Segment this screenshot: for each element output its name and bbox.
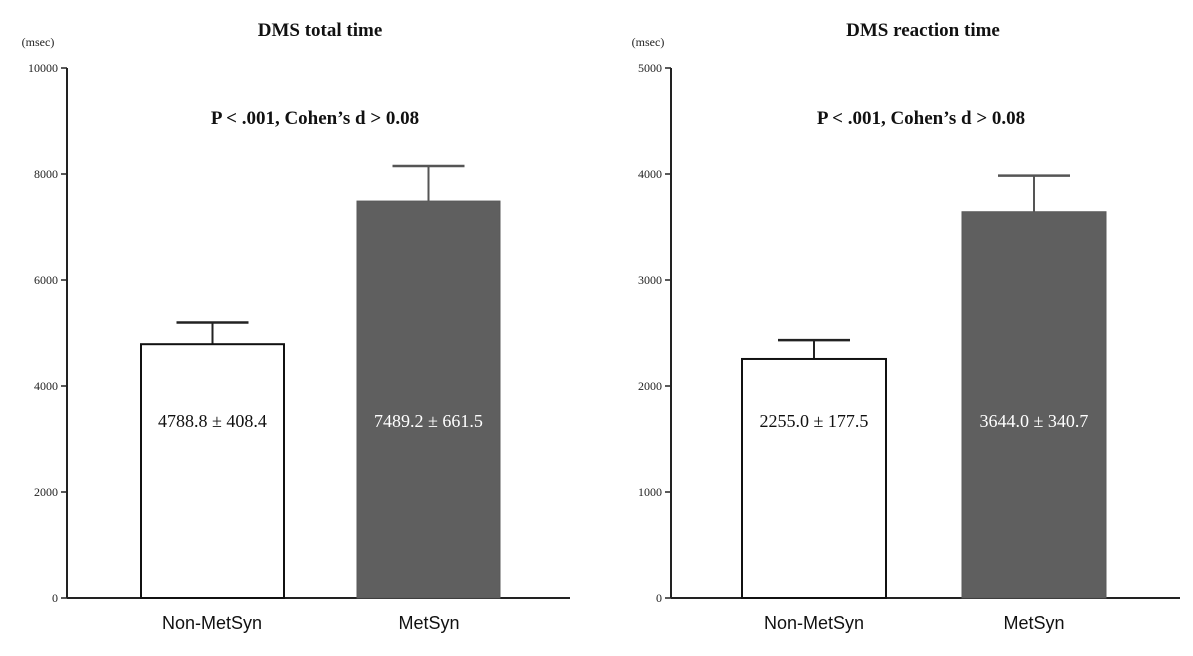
y-tick-label: 0 bbox=[52, 591, 58, 605]
y-tick-label: 3000 bbox=[638, 273, 662, 287]
x-tick-label: Non-MetSyn bbox=[162, 613, 262, 633]
y-tick-label: 8000 bbox=[34, 167, 58, 181]
y-tick-label: 10000 bbox=[28, 61, 58, 75]
chart-title: DMS reaction time bbox=[846, 20, 1000, 41]
x-tick-label: Non-MetSyn bbox=[764, 613, 864, 633]
bar-value-label: 3644.0 ± 340.7 bbox=[980, 411, 1089, 431]
y-tick-label: 4000 bbox=[638, 167, 662, 181]
bar-value-label: 4788.8 ± 408.4 bbox=[158, 411, 267, 431]
plot-area: 0 2000 4000 6000 8000 10000 4788.8 ± 408.4 7489… bbox=[28, 61, 570, 605]
chart-title: DMS total time bbox=[258, 20, 383, 41]
y-tick-label: 1000 bbox=[638, 485, 662, 499]
bar bbox=[140, 343, 285, 599]
y-axis-unit: (msec) bbox=[22, 35, 55, 49]
y-tick-label: 2000 bbox=[638, 379, 662, 393]
chart-panel-total-time: DMS total time (msec) P < .001, Cohen’s … bbox=[22, 20, 570, 633]
plot-area: 0 1000 2000 3000 4000 5000 2255.0 ± 177.5 3644.… bbox=[638, 61, 1180, 605]
chart-panel-reaction-time: DMS reaction time (msec) P < .001, Cohen… bbox=[632, 20, 1180, 633]
bar bbox=[356, 200, 501, 599]
y-tick-label: 5000 bbox=[638, 61, 662, 75]
y-tick-label: 4000 bbox=[34, 379, 58, 393]
bar-value-label: 2255.0 ± 177.5 bbox=[760, 411, 869, 431]
significance-annotation: P < .001, Cohen’s d > 0.08 bbox=[211, 108, 419, 129]
bar-value-label: 7489.2 ± 661.5 bbox=[374, 411, 483, 431]
bar bbox=[741, 357, 887, 599]
bar bbox=[961, 211, 1107, 599]
y-tick-label: 2000 bbox=[34, 485, 58, 499]
y-tick-label: 6000 bbox=[34, 273, 58, 287]
y-tick-label: 0 bbox=[656, 591, 662, 605]
x-tick-label: MetSyn bbox=[398, 613, 459, 633]
y-axis-unit: (msec) bbox=[632, 35, 665, 49]
significance-annotation: P < .001, Cohen’s d > 0.08 bbox=[817, 108, 1025, 129]
x-tick-label: MetSyn bbox=[1003, 613, 1064, 633]
